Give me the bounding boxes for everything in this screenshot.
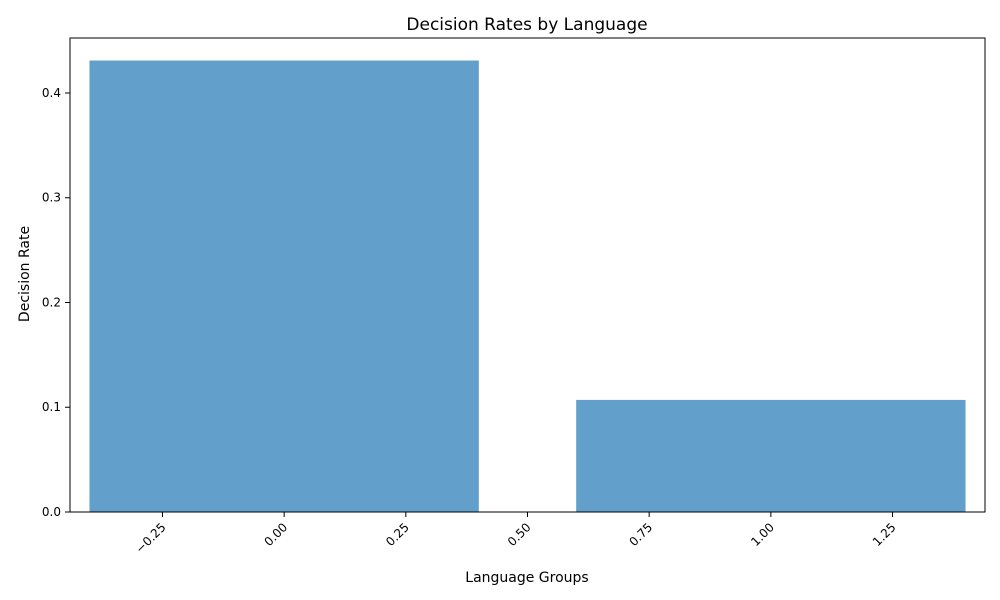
y-tick-label: 0.3 (42, 191, 61, 205)
x-tick-label: 0.25 (383, 520, 412, 549)
y-tick-label: 0.0 (42, 505, 61, 519)
x-tick-label: 1.25 (870, 520, 899, 549)
chart-title: Decision Rates by Language (406, 15, 647, 35)
bars-layer (89, 60, 966, 512)
x-axis: −0.25 0.00 0.25 0.50 0.75 1.00 1.25 (133, 512, 899, 556)
y-tick-label: 0.1 (42, 400, 61, 414)
x-tick-label: 0.50 (505, 520, 534, 549)
bar-0 (89, 60, 479, 512)
bar-1 (576, 399, 966, 512)
y-tick-label: 0.4 (42, 86, 61, 100)
y-tick-label: 0.2 (42, 295, 61, 309)
x-tick-label: −0.25 (133, 520, 169, 556)
x-tick-label: 0.00 (261, 520, 290, 549)
x-tick-label: 0.75 (627, 520, 656, 549)
y-axis-title: Decision Rate (17, 226, 33, 322)
x-axis-title: Language Groups (465, 570, 588, 586)
x-tick-label: 1.00 (748, 520, 777, 549)
y-axis: 0.0 0.1 0.2 0.3 0.4 (42, 86, 70, 519)
